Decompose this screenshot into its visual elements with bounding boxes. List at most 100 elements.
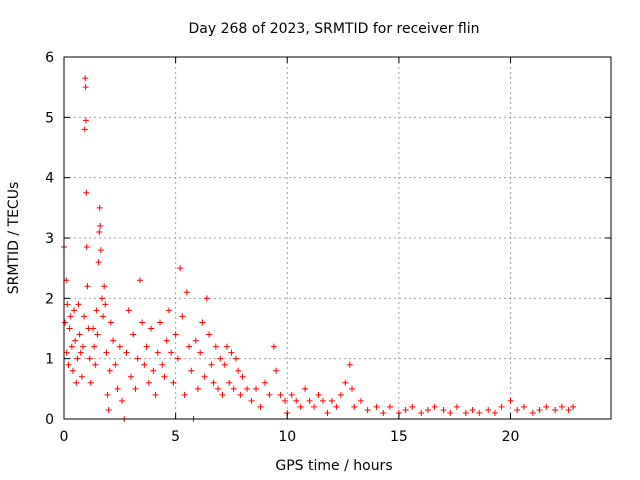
data-point bbox=[97, 222, 104, 229]
data-point bbox=[257, 403, 264, 410]
data-point bbox=[110, 337, 117, 344]
data-point bbox=[161, 373, 168, 380]
data-point bbox=[552, 406, 559, 413]
data-point bbox=[105, 406, 112, 413]
x-axis-title: GPS time / hours bbox=[275, 458, 392, 474]
data-point bbox=[217, 355, 224, 362]
data-point bbox=[65, 361, 72, 368]
data-point bbox=[230, 385, 237, 392]
data-point bbox=[351, 403, 358, 410]
data-point bbox=[210, 379, 217, 386]
data-point bbox=[212, 343, 219, 350]
data-point bbox=[62, 319, 69, 326]
y-tick-label: 2 bbox=[45, 291, 54, 307]
data-point bbox=[203, 295, 210, 302]
data-point bbox=[239, 373, 246, 380]
data-point bbox=[84, 283, 91, 290]
data-point bbox=[170, 379, 177, 386]
data-point bbox=[315, 391, 322, 398]
data-point bbox=[186, 343, 193, 350]
data-point bbox=[78, 373, 85, 380]
data-point bbox=[177, 265, 184, 272]
data-point bbox=[208, 361, 215, 368]
y-tick-label: 0 bbox=[45, 412, 54, 428]
y-tick-label: 5 bbox=[45, 110, 54, 126]
chart-title: Day 268 of 2023, SRMTID for receiver fli… bbox=[189, 21, 480, 37]
data-point bbox=[132, 385, 139, 392]
data-point bbox=[77, 349, 84, 356]
data-point bbox=[125, 307, 132, 314]
data-point bbox=[134, 355, 141, 362]
data-point bbox=[266, 391, 273, 398]
data-point bbox=[248, 397, 255, 404]
data-point bbox=[91, 343, 98, 350]
data-point bbox=[306, 397, 313, 404]
data-point bbox=[469, 406, 476, 413]
data-point bbox=[119, 397, 126, 404]
data-point bbox=[82, 75, 89, 82]
data-point bbox=[150, 367, 157, 374]
data-point bbox=[349, 385, 356, 392]
plot-area bbox=[61, 75, 577, 422]
data-point bbox=[73, 379, 80, 386]
data-point bbox=[514, 406, 521, 413]
y-tick-label: 1 bbox=[45, 352, 54, 368]
data-point bbox=[462, 409, 469, 416]
data-point bbox=[491, 409, 498, 416]
data-point bbox=[342, 379, 349, 386]
data-point bbox=[386, 403, 393, 410]
data-point bbox=[68, 343, 75, 350]
data-point bbox=[223, 343, 230, 350]
data-point bbox=[159, 361, 166, 368]
data-point bbox=[226, 379, 233, 386]
data-point bbox=[101, 283, 108, 290]
data-point bbox=[165, 307, 172, 314]
data-point bbox=[199, 319, 206, 326]
data-point bbox=[136, 277, 143, 284]
data-point bbox=[270, 343, 277, 350]
data-point bbox=[373, 403, 380, 410]
data-point bbox=[197, 349, 204, 356]
data-point bbox=[221, 361, 228, 368]
data-point bbox=[63, 349, 70, 356]
data-point bbox=[81, 313, 88, 320]
y-tick-label: 3 bbox=[45, 231, 54, 247]
data-point bbox=[192, 337, 199, 344]
data-point bbox=[485, 406, 492, 413]
x-tick-label: 5 bbox=[171, 429, 180, 445]
data-point bbox=[337, 391, 344, 398]
data-point bbox=[558, 403, 565, 410]
x-tick-label: 20 bbox=[502, 429, 520, 445]
data-point bbox=[380, 409, 387, 416]
data-point bbox=[447, 409, 454, 416]
data-point bbox=[282, 397, 289, 404]
data-point bbox=[543, 403, 550, 410]
data-point bbox=[154, 349, 161, 356]
data-point bbox=[232, 355, 239, 362]
data-point bbox=[94, 331, 101, 338]
y-axis-title: SRMTID / TECUs bbox=[6, 182, 22, 295]
data-point bbox=[253, 385, 260, 392]
data-point bbox=[139, 319, 146, 326]
data-point bbox=[297, 403, 304, 410]
data-point bbox=[174, 355, 181, 362]
data-point bbox=[130, 331, 137, 338]
data-point bbox=[95, 259, 102, 266]
data-point bbox=[181, 391, 188, 398]
data-point bbox=[172, 331, 179, 338]
x-tick-label: 10 bbox=[278, 429, 296, 445]
data-point bbox=[83, 189, 90, 196]
data-point bbox=[453, 403, 460, 410]
data-point bbox=[76, 331, 83, 338]
data-point bbox=[215, 385, 222, 392]
data-point bbox=[418, 409, 425, 416]
data-point bbox=[79, 343, 86, 350]
data-point bbox=[293, 397, 300, 404]
x-tick-label: 0 bbox=[60, 429, 69, 445]
data-point bbox=[104, 391, 111, 398]
grid bbox=[64, 57, 611, 419]
data-point bbox=[529, 409, 536, 416]
data-point bbox=[93, 307, 100, 314]
data-point bbox=[66, 325, 73, 332]
